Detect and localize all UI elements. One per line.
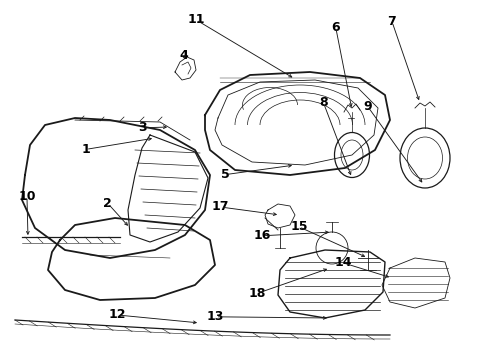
Text: 7: 7 <box>388 15 396 28</box>
Text: 3: 3 <box>138 121 147 134</box>
Text: 4: 4 <box>179 49 188 62</box>
Text: 6: 6 <box>331 21 340 33</box>
Text: 10: 10 <box>18 190 36 203</box>
Text: 1: 1 <box>81 143 90 156</box>
Text: 9: 9 <box>363 100 372 113</box>
Text: 13: 13 <box>207 310 224 323</box>
Text: 18: 18 <box>248 287 266 300</box>
Text: 14: 14 <box>334 256 352 269</box>
Text: 16: 16 <box>253 229 271 242</box>
Text: 12: 12 <box>109 309 126 321</box>
Text: 15: 15 <box>290 220 308 233</box>
Text: 5: 5 <box>221 168 230 181</box>
Text: 17: 17 <box>212 201 229 213</box>
Text: 11: 11 <box>187 13 205 26</box>
Text: 2: 2 <box>103 197 112 210</box>
Text: 8: 8 <box>319 96 328 109</box>
